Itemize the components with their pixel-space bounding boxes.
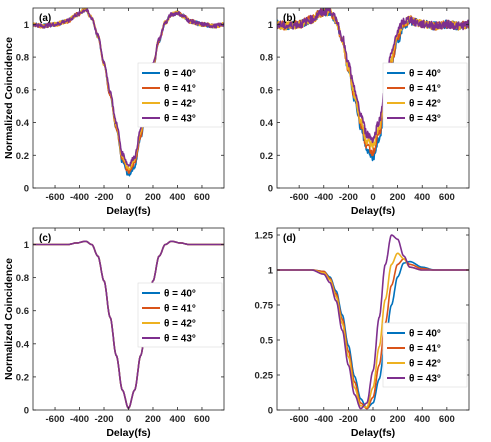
x-tick-label: -600 [46,192,65,203]
x-axis-label: Delay(fs) [106,205,150,217]
y-tick-label: 0.4 [16,118,30,129]
y-tick-label: 0.6 [260,85,273,96]
x-tick-label: 400 [170,192,186,203]
y-tick-label: 1 [268,20,274,31]
panel-label: (d) [283,233,296,244]
series-line-4 [277,8,469,144]
y-tick-label: 0 [268,406,273,417]
x-tick-label: -600 [46,414,65,425]
y-tick-label: 0.6 [16,85,29,96]
x-tick-label: 200 [390,414,406,425]
x-tick-label: 600 [439,414,455,425]
legend-entry: θ = 43° [409,114,441,125]
y-tick-label: 1 [24,240,30,251]
legend-entry: θ = 40° [409,69,441,80]
y-axis-label: Normalized Coincidence [3,258,15,380]
series-group [277,8,469,162]
panel-label: (b) [283,13,296,24]
panel-label: (a) [39,13,51,24]
legend: θ = 40° θ = 41° θ = 42° θ = 43° [382,322,468,388]
y-tick-label: 0 [24,406,29,417]
y-tick-label: 0.2 [16,151,29,162]
x-tick-label: -600 [290,414,309,425]
x-axis-label: Delay(fs) [106,427,150,439]
legend-entry: θ = 41° [164,84,196,95]
y-tick-label: 0.8 [16,273,29,284]
legend-entry: θ = 42° [409,99,441,110]
legend: θ = 40° θ = 41° θ = 42° θ = 43° [382,62,468,128]
x-tick-label: 400 [170,414,186,425]
y-tick-label: 0.75 [255,301,274,312]
y-tick-label: 0.6 [16,306,29,317]
legend: θ = 40° θ = 41° θ = 42° θ = 43° [137,62,223,128]
x-tick-label: 0 [370,414,375,425]
x-tick-label: 200 [145,414,161,425]
chart-panel-a: -600 -400 -200 0 200 400 600 0 0.2 0.4 0.6 0.8 1 (a) D… [3,7,225,217]
series-line-4 [277,234,469,410]
y-tick-label: 1 [24,20,30,31]
x-tick-label: 400 [414,192,430,203]
x-tick-label: -400 [314,414,333,425]
x-tick-label: 0 [126,192,131,203]
x-tick-label: 600 [439,192,455,203]
x-tick-label: -600 [290,192,309,203]
x-tick-label: -200 [95,414,114,425]
chart-panel-d: -600 -400 -200 0 200 400 600 0 0.25 0.5 0.75 1 1.25 (… [255,227,470,439]
y-tick-label: 0.8 [16,53,29,64]
legend-entry: θ = 40° [164,69,196,80]
x-tick-label: 200 [145,192,161,203]
y-tick-label: 0.2 [16,372,29,383]
x-axis-label: Delay(fs) [351,427,395,439]
legend-entry: θ = 40° [164,289,196,300]
x-tick-label: 200 [390,192,406,203]
legend-entry: θ = 42° [409,359,441,370]
legend-entry: θ = 41° [409,84,441,95]
legend-entry: θ = 41° [409,344,441,355]
legend: θ = 40° θ = 41° θ = 42° θ = 43° [137,282,223,348]
y-tick-label: 0.2 [260,151,273,162]
x-tick-label: 600 [194,192,210,203]
y-tick-label: 0 [268,184,273,195]
x-tick-label: 0 [370,192,375,203]
legend-entry: θ = 40° [409,329,441,340]
legend-entry: θ = 41° [164,304,196,315]
x-tick-label: -200 [339,414,358,425]
x-tick-label: -200 [339,192,358,203]
y-tick-label: 0.4 [16,339,30,350]
legend-entry: θ = 42° [164,99,196,110]
x-tick-label: -200 [95,192,114,203]
legend-entry: θ = 43° [409,374,441,385]
series-group [277,234,469,410]
y-tick-label: 0 [24,184,29,195]
legend-entry: θ = 42° [164,319,196,330]
x-tick-label: -400 [70,192,89,203]
y-axis-label: Normalized Coincidence [3,37,15,159]
panel-label: (c) [39,233,51,244]
chart-panel-b: -600 -400 -200 0 200 400 600 0 0.2 0.4 0.6 0.8 1 (b) D… [260,7,470,217]
series-group [33,8,224,177]
x-tick-label: 0 [126,414,131,425]
legend-entry: θ = 43° [164,334,196,345]
x-tick-label: 600 [194,414,210,425]
series-line-3 [277,8,469,149]
x-tick-label: -400 [314,192,333,203]
y-tick-label: 0.8 [260,53,273,64]
series-line-4 [33,8,224,167]
x-tick-label: -400 [70,414,89,425]
x-tick-label: 400 [414,414,430,425]
chart-panel-c: -600 -400 -200 0 200 400 600 0 0.2 0.4 0.6 0.8 1 (c) D… [3,227,225,439]
y-tick-label: 1.25 [255,231,274,242]
legend-entry: θ = 43° [164,114,196,125]
y-tick-label: 0.4 [260,118,274,129]
y-tick-label: 1 [268,266,274,277]
y-tick-label: 0.25 [255,371,274,382]
y-tick-label: 0.5 [260,336,274,347]
x-axis-label: Delay(fs) [351,205,395,217]
